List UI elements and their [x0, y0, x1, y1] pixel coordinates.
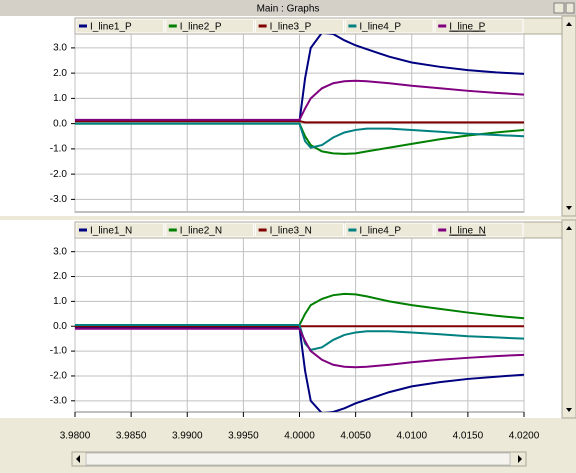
legend-cell	[434, 222, 524, 238]
y-tick-label: 2.0	[53, 271, 67, 282]
scroll-thumb[interactable]	[85, 452, 511, 466]
series-line	[75, 122, 524, 149]
x-tick-label: 3.9850	[116, 431, 147, 442]
x-tick-label: 4.0200	[509, 431, 540, 442]
pin-button[interactable]	[553, 2, 565, 14]
series-line	[75, 292, 524, 326]
y-tick-label: -1.0	[50, 346, 68, 357]
legend-label: I_line4_P	[359, 22, 401, 33]
legend-label: I_line1_N	[90, 226, 132, 237]
series-line	[75, 34, 524, 123]
legend-item[interactable]: I_line1_N	[75, 222, 165, 238]
y-tick-label: 2.0	[53, 68, 67, 79]
legend-cell	[75, 18, 165, 34]
series-line	[75, 327, 524, 369]
x-tick-label: 4.0150	[453, 431, 484, 442]
series-line	[75, 79, 524, 121]
y-tick-label: -2.0	[50, 371, 68, 382]
y-tick-label: 0.0	[53, 321, 67, 332]
title-buttons[interactable]	[553, 2, 575, 14]
legend-label: I_line_P	[449, 22, 485, 33]
legend-item[interactable]: I_line3_P	[255, 18, 344, 34]
legend-cell	[165, 18, 255, 34]
x-tick-label: 4.0000	[284, 431, 315, 442]
x-tick-label: 3.9900	[172, 431, 203, 442]
legend-item[interactable]: I_line4_P	[344, 18, 434, 34]
y-tick-label: 0.0	[53, 118, 67, 129]
legend-cell	[255, 18, 344, 34]
series-line	[75, 122, 524, 155]
legend-item[interactable]: I_line2_N	[165, 222, 255, 238]
legend-cell	[344, 222, 434, 238]
legend-cell	[75, 222, 165, 238]
close-button[interactable]	[565, 2, 575, 14]
legend-item[interactable]: I_line_N	[434, 222, 524, 238]
panel-2-scrollbar[interactable]	[561, 219, 576, 419]
legend-label: I_line2_N	[180, 226, 222, 237]
legend-label: I_line_N	[449, 226, 486, 237]
y-tick-label: 3.0	[53, 246, 67, 257]
legend-cell	[255, 222, 344, 238]
y-tick-label: -2.0	[50, 169, 68, 180]
series-line	[75, 326, 524, 412]
y-tick-label: 3.0	[53, 43, 67, 54]
legend-label: I_line4_P	[359, 226, 401, 237]
legend-cell	[344, 18, 434, 34]
x-tick-label: 4.0050	[340, 431, 371, 442]
x-tick-label: 4.0100	[396, 431, 427, 442]
x-tick-label: 3.9950	[228, 431, 259, 442]
legend-item[interactable]: I_line1_P	[75, 18, 165, 34]
series-line	[75, 120, 524, 124]
legend-item[interactable]: I_line3_N	[255, 222, 344, 238]
legend-item[interactable]: I_line_P	[434, 18, 524, 34]
legend-label: I_line3_N	[270, 226, 312, 237]
legend-label: I_line2_P	[180, 22, 222, 33]
title-bar	[0, 0, 576, 16]
legend-cell	[165, 222, 255, 238]
y-tick-label: -3.0	[50, 194, 68, 205]
legend-item[interactable]: I_line2_P	[165, 18, 255, 34]
panel-1-scrollbar[interactable]	[561, 15, 576, 217]
y-tick-label: -1.0	[50, 144, 68, 155]
window-title: Main : Graphs	[257, 4, 320, 15]
legend-cell	[434, 18, 524, 34]
x-tick-label: 3.9800	[60, 431, 91, 442]
legend-label: I_line3_P	[270, 22, 312, 33]
y-tick-label: -3.0	[50, 395, 68, 406]
legend-label: I_line1_P	[90, 22, 132, 33]
y-tick-label: 1.0	[53, 296, 67, 307]
legend-item[interactable]: I_line4_P	[344, 222, 434, 238]
y-tick-label: 1.0	[53, 93, 67, 104]
